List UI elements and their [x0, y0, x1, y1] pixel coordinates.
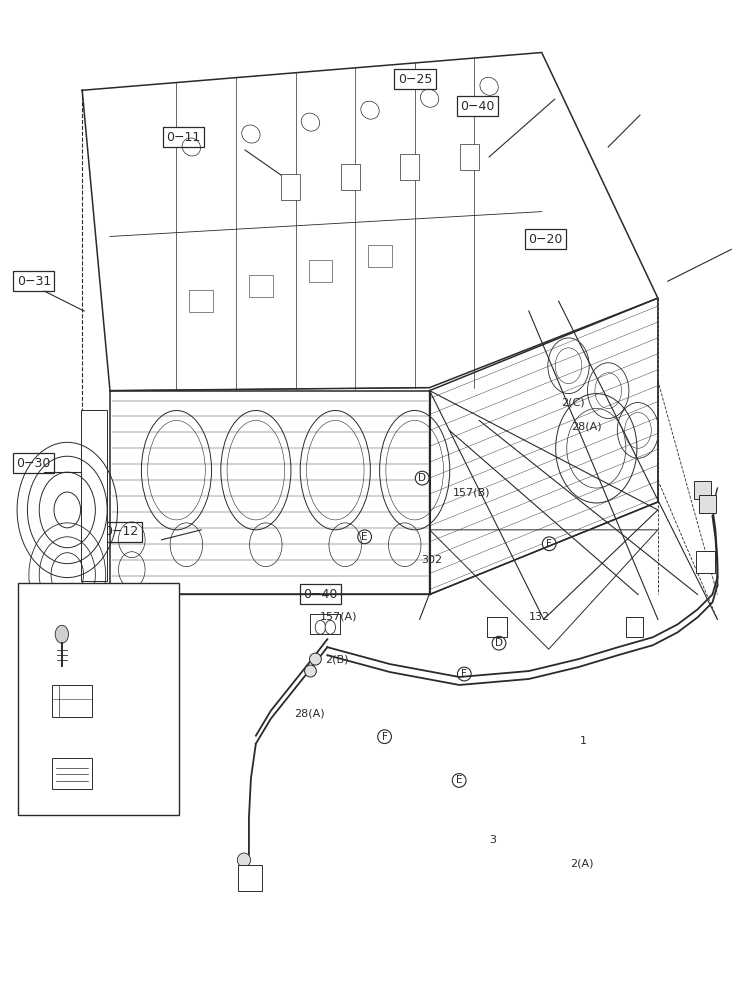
FancyBboxPatch shape — [309, 260, 333, 282]
Text: F: F — [546, 539, 552, 549]
FancyBboxPatch shape — [699, 495, 716, 513]
Text: 3: 3 — [490, 835, 496, 845]
FancyBboxPatch shape — [460, 144, 479, 170]
Circle shape — [315, 620, 326, 634]
Text: 144: 144 — [112, 689, 133, 699]
Text: 2(C): 2(C) — [561, 398, 585, 408]
Text: D: D — [418, 473, 426, 483]
FancyBboxPatch shape — [694, 481, 711, 499]
Text: 1: 1 — [580, 736, 587, 746]
Ellipse shape — [304, 665, 316, 677]
Text: 0−31: 0−31 — [16, 275, 51, 288]
Text: 157(B): 157(B) — [453, 487, 491, 497]
Text: 132: 132 — [528, 612, 550, 622]
Text: F: F — [40, 606, 46, 616]
Circle shape — [55, 625, 68, 643]
Text: 0−20: 0−20 — [528, 233, 562, 246]
Text: 2(B): 2(B) — [325, 654, 349, 664]
Text: 0−11: 0−11 — [167, 131, 201, 144]
FancyBboxPatch shape — [341, 164, 360, 190]
FancyBboxPatch shape — [81, 410, 106, 581]
Text: F: F — [461, 669, 467, 679]
Text: E: E — [362, 532, 368, 542]
Text: 0−25: 0−25 — [397, 73, 432, 86]
Circle shape — [325, 620, 336, 634]
Text: F: F — [382, 732, 388, 742]
FancyBboxPatch shape — [368, 245, 392, 267]
FancyBboxPatch shape — [696, 551, 715, 573]
Text: 0−40: 0−40 — [461, 100, 495, 113]
Text: 0−40: 0−40 — [303, 588, 338, 601]
Text: 144: 144 — [112, 762, 133, 772]
FancyBboxPatch shape — [249, 275, 272, 297]
FancyBboxPatch shape — [400, 154, 420, 180]
FancyBboxPatch shape — [190, 290, 213, 312]
FancyBboxPatch shape — [281, 174, 301, 200]
Ellipse shape — [237, 853, 251, 867]
Ellipse shape — [310, 653, 321, 665]
Text: 28(A): 28(A) — [295, 709, 325, 719]
Text: 0−12: 0−12 — [104, 525, 138, 538]
Text: 157(A): 157(A) — [321, 611, 358, 621]
Text: 302: 302 — [421, 555, 443, 565]
FancyBboxPatch shape — [52, 758, 92, 789]
Text: 28(A): 28(A) — [571, 421, 602, 431]
Text: 0−30: 0−30 — [16, 457, 51, 470]
Text: 44(A): 44(A) — [112, 639, 143, 649]
Ellipse shape — [246, 866, 260, 880]
FancyBboxPatch shape — [238, 865, 262, 891]
Text: 2(A): 2(A) — [570, 859, 594, 869]
FancyBboxPatch shape — [18, 583, 179, 815]
Text: E: E — [456, 775, 462, 785]
Text: D: D — [495, 638, 503, 648]
FancyBboxPatch shape — [52, 685, 92, 717]
